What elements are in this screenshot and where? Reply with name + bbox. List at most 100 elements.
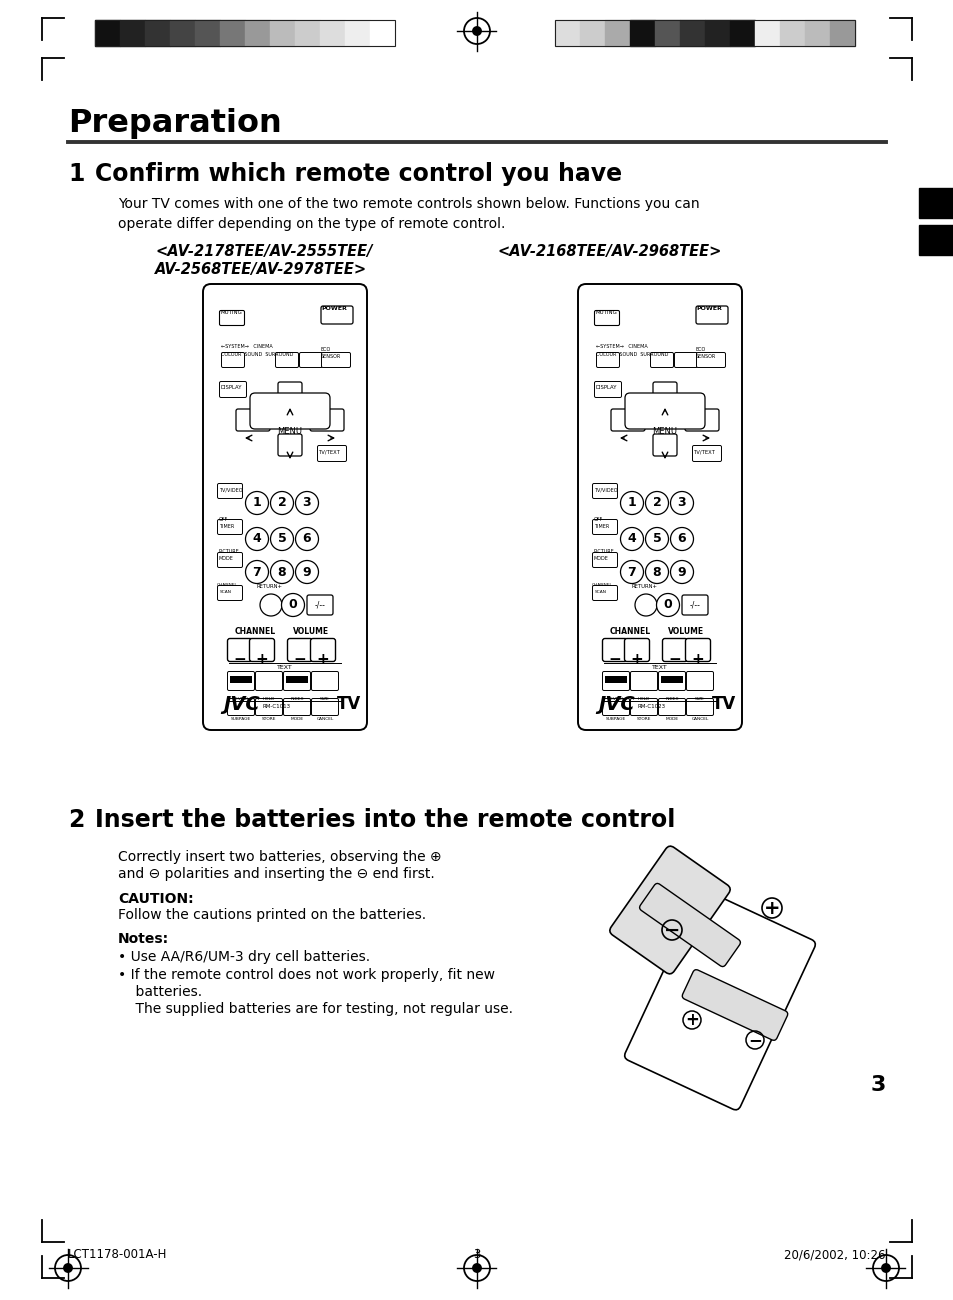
FancyBboxPatch shape <box>321 352 350 368</box>
Bar <box>918 225 953 255</box>
Bar <box>629 20 655 46</box>
Bar <box>270 20 294 46</box>
Circle shape <box>472 1264 481 1273</box>
Bar <box>245 20 270 46</box>
Text: 4: 4 <box>253 533 261 546</box>
Text: ←SYSTEM→   CINEMA: ←SYSTEM→ CINEMA <box>221 344 273 348</box>
Text: • Use AA/R6/UM-3 dry cell batteries.: • Use AA/R6/UM-3 dry cell batteries. <box>118 950 370 965</box>
Text: VOLUME: VOLUME <box>293 627 329 636</box>
Circle shape <box>295 560 318 584</box>
FancyBboxPatch shape <box>299 352 322 368</box>
Text: Notes:: Notes: <box>118 932 169 946</box>
Text: Preparation: Preparation <box>68 108 281 139</box>
Text: MODE: MODE <box>594 556 608 562</box>
Bar <box>370 20 395 46</box>
Bar <box>579 20 604 46</box>
Circle shape <box>619 491 643 515</box>
FancyBboxPatch shape <box>684 410 719 432</box>
FancyBboxPatch shape <box>275 352 298 368</box>
FancyBboxPatch shape <box>255 672 282 690</box>
Text: RETURN+: RETURN+ <box>631 584 658 589</box>
Text: −: − <box>663 920 679 940</box>
FancyBboxPatch shape <box>692 446 720 462</box>
Bar <box>95 20 395 46</box>
Bar <box>286 676 308 682</box>
Bar <box>230 676 252 682</box>
Circle shape <box>619 528 643 550</box>
Text: −: − <box>747 1031 761 1049</box>
FancyBboxPatch shape <box>217 585 242 601</box>
FancyBboxPatch shape <box>287 638 313 662</box>
Text: • If the remote control does not work properly, fit new: • If the remote control does not work pr… <box>118 968 495 982</box>
Circle shape <box>271 560 294 584</box>
Text: CHANNEL: CHANNEL <box>609 627 651 636</box>
Text: TV/VIDEO: TV/VIDEO <box>219 488 242 491</box>
Text: SCAN: SCAN <box>220 590 232 594</box>
Text: ECO: ECO <box>696 347 705 352</box>
Text: 1: 1 <box>253 497 261 510</box>
FancyBboxPatch shape <box>658 698 685 715</box>
FancyBboxPatch shape <box>307 595 333 615</box>
Circle shape <box>295 491 318 515</box>
Text: PICTURE: PICTURE <box>219 549 239 554</box>
Text: 6: 6 <box>302 533 311 546</box>
Text: +: + <box>316 651 329 667</box>
Circle shape <box>295 528 318 550</box>
Text: SCAN: SCAN <box>595 590 606 594</box>
Text: VOLUME: VOLUME <box>667 627 703 636</box>
Circle shape <box>619 560 643 584</box>
Text: The supplied batteries are for testing, not regular use.: The supplied batteries are for testing, … <box>118 1002 513 1017</box>
Bar <box>660 676 682 682</box>
Circle shape <box>271 528 294 550</box>
Circle shape <box>670 560 693 584</box>
Text: MODE: MODE <box>665 718 678 722</box>
FancyBboxPatch shape <box>592 552 617 568</box>
Bar <box>754 20 780 46</box>
Text: 3: 3 <box>677 497 685 510</box>
FancyBboxPatch shape <box>596 352 618 368</box>
Bar <box>220 20 245 46</box>
Text: 7: 7 <box>253 566 261 578</box>
Text: 3: 3 <box>302 497 311 510</box>
Circle shape <box>245 491 268 515</box>
FancyBboxPatch shape <box>650 352 673 368</box>
Text: Confirm which remote control you have: Confirm which remote control you have <box>95 162 621 186</box>
Text: CAUTION:: CAUTION: <box>118 892 193 906</box>
FancyBboxPatch shape <box>592 585 617 601</box>
Text: Follow the cautions printed on the batteries.: Follow the cautions printed on the batte… <box>118 907 426 922</box>
Text: POWER: POWER <box>696 306 721 311</box>
FancyBboxPatch shape <box>594 311 618 325</box>
FancyBboxPatch shape <box>686 672 713 690</box>
Bar <box>145 20 170 46</box>
Text: STORE: STORE <box>261 718 276 722</box>
Text: RM-C1013: RM-C1013 <box>263 705 291 710</box>
Text: MODE: MODE <box>219 556 233 562</box>
Text: −: − <box>294 651 306 667</box>
Text: 3: 3 <box>473 1248 480 1261</box>
Text: ECO: ECO <box>320 347 331 352</box>
Text: LCT1178-001A-H: LCT1178-001A-H <box>68 1248 167 1261</box>
Circle shape <box>670 528 693 550</box>
Text: POWER: POWER <box>320 306 347 311</box>
FancyBboxPatch shape <box>630 698 657 715</box>
FancyBboxPatch shape <box>624 638 649 662</box>
Text: TEXT: TEXT <box>276 666 293 670</box>
Circle shape <box>881 1264 890 1273</box>
Text: COLOUR  SOUND  SURROUND: COLOUR SOUND SURROUND <box>221 352 294 358</box>
Text: MUTING: MUTING <box>221 309 243 315</box>
FancyBboxPatch shape <box>681 595 707 615</box>
Text: 4: 4 <box>627 533 636 546</box>
Bar <box>170 20 194 46</box>
Text: CHANNEL: CHANNEL <box>216 582 237 588</box>
Text: REVEAL: REVEAL <box>233 697 249 701</box>
Circle shape <box>656 594 679 616</box>
Text: MODE: MODE <box>290 718 303 722</box>
Text: PICTURE: PICTURE <box>594 549 614 554</box>
FancyBboxPatch shape <box>283 698 310 715</box>
Text: TV/TEXT: TV/TEXT <box>318 450 340 455</box>
Bar <box>829 20 854 46</box>
FancyBboxPatch shape <box>661 638 687 662</box>
FancyBboxPatch shape <box>602 698 629 715</box>
Text: SENSOR: SENSOR <box>696 354 716 359</box>
FancyBboxPatch shape <box>578 283 741 731</box>
